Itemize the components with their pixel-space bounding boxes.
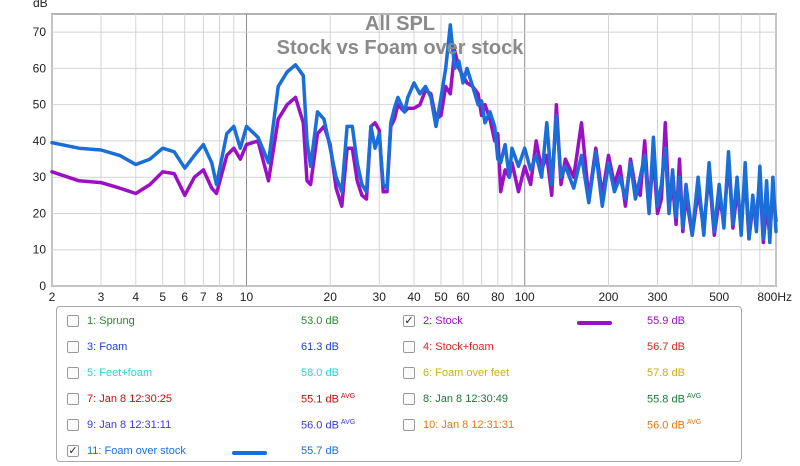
legend-label: 2: Stock <box>423 315 463 327</box>
legend-checkbox[interactable]: ✓ <box>67 445 79 457</box>
x-tick-label: 3 <box>98 290 105 304</box>
legend-checkbox[interactable] <box>67 367 79 379</box>
x-tick-label: 100 <box>515 290 535 304</box>
series-line-foam-over-stock <box>50 23 778 245</box>
legend-value: 57.8 dB <box>647 367 685 379</box>
legend-item: ✓ 2: Stock 55.9 dB <box>403 313 733 331</box>
legend-value-text: 58.0 dB <box>301 367 339 379</box>
legend-item: ✓ 11: Foam over stock 55.7 dB <box>67 443 397 461</box>
series-lines <box>50 23 778 245</box>
legend-checkbox[interactable]: ✓ <box>403 315 415 327</box>
legend-item: 7: Jan 8 12:30:25 55.1 dB AVG <box>67 391 397 409</box>
legend-value-text: 56.0 dB <box>301 419 339 432</box>
legend-label: 1: Sprung <box>87 315 135 327</box>
x-tick-label: 4 <box>132 290 139 304</box>
x-tick-label: 80 <box>491 290 505 304</box>
legend-checkbox[interactable] <box>67 393 79 405</box>
legend-value: 55.9 dB <box>647 315 685 327</box>
legend-value-text: 55.8 dB <box>647 393 685 406</box>
x-tick-label: 8 <box>216 290 223 304</box>
legend-avg-badge: AVG <box>686 393 702 400</box>
legend-value-text: 55.1 dB <box>301 393 339 406</box>
legend-swatch <box>577 321 612 325</box>
x-tick-label: 50 <box>434 290 448 304</box>
legend-checkbox[interactable] <box>67 315 79 327</box>
axis-ticks: 0 10 20 30 40 50 60 70 2 3 4 5 6 7 8 10 20 30 40 50 60 80 100 2… <box>33 25 792 304</box>
x-tick-label: 200 <box>598 290 618 304</box>
legend-checkbox[interactable] <box>67 341 79 353</box>
legend-checkbox[interactable] <box>403 393 415 405</box>
legend-value-text: 56.7 dB <box>647 341 685 353</box>
x-tick-label: 5 <box>159 290 166 304</box>
legend-value: 56.0 dB AVG <box>647 419 701 432</box>
legend-item: 10: Jan 8 12:31:31 56.0 dB AVG <box>403 417 733 435</box>
legend-item: 5: Feet+foam 58.0 dB <box>67 365 397 383</box>
x-tick-label: 500 <box>709 290 729 304</box>
legend-checkbox[interactable] <box>403 341 415 353</box>
x-tick-label: 40 <box>407 290 421 304</box>
legend-avg-badge: AVG <box>686 419 702 426</box>
legend-value: 55.1 dB AVG <box>301 393 355 406</box>
legend-swatch <box>232 451 267 455</box>
legend-label: 11: Foam over stock <box>87 445 186 457</box>
legend-value-text: 55.7 dB <box>301 445 339 457</box>
x-tick-label: 2 <box>49 290 56 304</box>
x-tick-label: 300 <box>647 290 667 304</box>
y-tick-label: 50 <box>33 98 47 112</box>
legend-avg-badge: AVG <box>340 393 356 400</box>
x-tick-label: 7 <box>200 290 207 304</box>
legend-value-text: 53.0 dB <box>301 315 339 327</box>
x-tick-label: 30 <box>373 290 387 304</box>
legend-panel: 1: Sprung 53.0 dB ✓ 2: Stock 55.9 dB 3: Foam 6… <box>56 306 742 462</box>
legend-checkbox[interactable] <box>403 367 415 379</box>
legend-label: 4: Stock+foam <box>423 341 494 353</box>
legend-value: 61.3 dB <box>301 341 339 353</box>
y-tick-label: 0 <box>39 279 46 293</box>
y-tick-label: 40 <box>33 134 47 148</box>
legend-avg-badge: AVG <box>340 419 356 426</box>
legend-value-text: 61.3 dB <box>301 341 339 353</box>
y-tick-label: 10 <box>33 243 47 257</box>
legend-value: 55.8 dB AVG <box>647 393 701 406</box>
legend-item: 3: Foam 61.3 dB <box>67 339 397 357</box>
legend-label: 3: Foam <box>87 341 128 353</box>
legend-item: 4: Stock+foam 56.7 dB <box>403 339 733 357</box>
legend-value-text: 55.9 dB <box>647 315 685 327</box>
chart-subtitle: Stock vs Foam over stock <box>277 37 525 59</box>
legend-item: 6: Foam over feet 57.8 dB <box>403 365 733 383</box>
legend-value: 55.7 dB <box>301 445 339 457</box>
legend-label: 7: Jan 8 12:30:25 <box>87 393 173 405</box>
y-axis-unit-label: dB <box>33 0 48 10</box>
x-tick-label: 20 <box>324 290 338 304</box>
legend-checkbox[interactable] <box>67 419 79 431</box>
legend-item: 8: Jan 8 12:30:49 55.8 dB AVG <box>403 391 733 409</box>
x-tick-label: 800Hz <box>757 290 792 304</box>
x-tick-label: 6 <box>181 290 188 304</box>
chart-title: All SPL <box>365 13 435 35</box>
legend-value: 53.0 dB <box>301 315 339 327</box>
y-tick-label: 70 <box>33 25 47 39</box>
legend-value: 56.0 dB AVG <box>301 419 355 432</box>
legend-label: 6: Foam over feet <box>423 367 510 379</box>
legend-label: 5: Feet+foam <box>87 367 153 379</box>
x-tick-label: 10 <box>240 290 254 304</box>
legend-item: 1: Sprung 53.0 dB <box>67 313 397 331</box>
legend-label: 8: Jan 8 12:30:49 <box>423 393 509 405</box>
legend-checkbox[interactable] <box>403 419 415 431</box>
chart-svg: 0 10 20 30 40 50 60 70 2 3 4 5 6 7 8 10 20 30 40 50 60 80 100 2… <box>33 0 792 304</box>
legend-value: 58.0 dB <box>301 367 339 379</box>
legend-label: 10: Jan 8 12:31:31 <box>423 419 515 431</box>
y-tick-label: 20 <box>33 206 47 220</box>
legend-label: 9: Jan 8 12:31:11 <box>87 419 172 431</box>
y-tick-label: 30 <box>33 170 47 184</box>
spl-chart: 0 10 20 30 40 50 60 70 2 3 4 5 6 7 8 10 20 30 40 50 60 80 100 2… <box>33 0 792 304</box>
legend-value: 56.7 dB <box>647 341 685 353</box>
legend-value-text: 56.0 dB <box>647 419 685 432</box>
y-tick-label: 60 <box>33 61 47 75</box>
legend-item: 9: Jan 8 12:31:11 56.0 dB AVG <box>67 417 397 435</box>
legend-value-text: 57.8 dB <box>647 367 685 379</box>
x-tick-label: 60 <box>456 290 470 304</box>
